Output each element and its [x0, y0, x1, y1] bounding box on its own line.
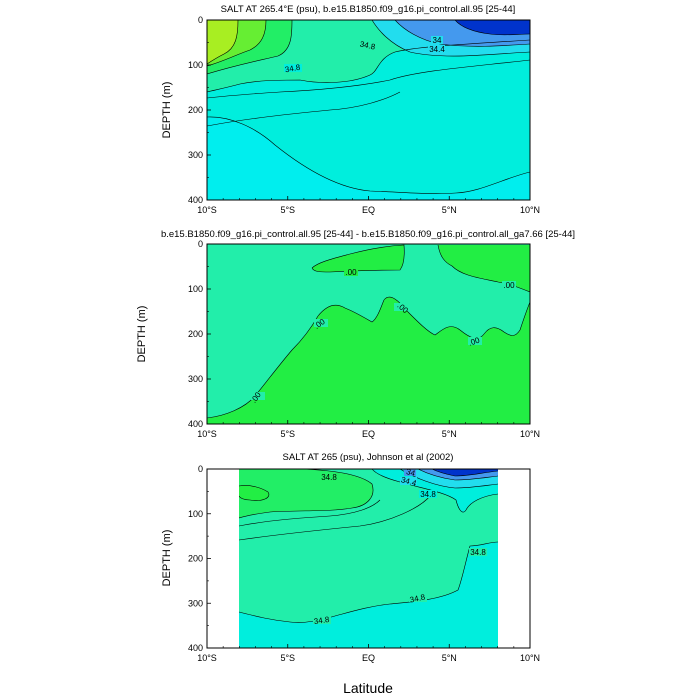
label-bg	[431, 36, 443, 44]
panel-2: b.e15.B1850.f09_g16.pi_control.all.95 [2…	[136, 229, 575, 439]
panel-3: SALT AT 265 (psu), Johnson et al (2002)	[161, 452, 540, 696]
contour-label: 34.8	[321, 473, 337, 482]
panel-2-ylabel: DEPTH (m)	[136, 306, 148, 363]
y-tick-label: 0	[198, 464, 203, 474]
x-tick-label: 5°N	[442, 205, 457, 215]
panel-1-xticks: 10°S 5°S EQ 5°N 10°N	[197, 196, 540, 215]
contour-label: 34	[433, 36, 442, 45]
fill-dark-blue	[432, 469, 498, 476]
y-tick-label: 200	[188, 105, 203, 115]
label-bg	[468, 337, 482, 345]
panel-3-yticks: 0 100 200 300 400	[188, 464, 211, 653]
x-tick-label: 10°N	[520, 653, 540, 663]
panel-3-title: SALT AT 265 (psu), Johnson et al (2002)	[283, 452, 454, 463]
fill-green	[239, 469, 374, 518]
label-bg	[469, 548, 487, 556]
x-tick-label: 5°N	[442, 429, 457, 439]
panel-2-title: b.e15.B1850.f09_g16.pi_control.all.95 [2…	[161, 229, 575, 240]
panel-3-contour-lines	[239, 469, 498, 623]
contour-label: 34	[405, 467, 416, 478]
contour-label: 34.8	[470, 548, 486, 557]
y-tick-label: 300	[188, 374, 203, 384]
panel-3-xticks: 10°S 5°S EQ 5°N 10°N	[197, 644, 540, 663]
panel-1-ylabel: DEPTH (m)	[161, 82, 173, 139]
fill-green-positive	[207, 297, 530, 424]
y-tick-label: 300	[188, 598, 203, 608]
y-tick-label: 400	[188, 643, 203, 653]
y-tick-label: 200	[188, 329, 203, 339]
contour-label: 34.8	[409, 592, 427, 604]
panel-1-title: SALT AT 265.4°E (psu), b.e15.B1850.f09_g…	[221, 4, 516, 15]
x-tick-label: 10°S	[197, 205, 217, 215]
contour-label: .00	[345, 268, 357, 277]
label-bg	[502, 281, 516, 289]
label-bg	[313, 616, 331, 624]
y-tick-label: 400	[188, 195, 203, 205]
panel-1-fills: 34 34.4 34.8 34.8	[207, 20, 530, 200]
x-axis-label: Latitude	[343, 680, 393, 696]
label-bg	[284, 64, 302, 72]
contour-label: .00	[503, 281, 515, 290]
y-tick-label: 200	[188, 554, 203, 564]
fill-green-dark	[239, 485, 269, 501]
label-bg	[400, 477, 417, 485]
panel-1: SALT AT 265.4°E (psu), b.e15.B1850.f09_g…	[161, 4, 540, 215]
x-tick-label: EQ	[362, 205, 375, 215]
label-bg	[394, 303, 408, 311]
x-tick-label: EQ	[362, 653, 375, 663]
contour-label: 34.8	[313, 615, 330, 626]
label-bg	[419, 490, 437, 498]
panel-3-fills: 34.8 34.4 34 34.8 34.8 34.8 34.8	[239, 467, 498, 648]
x-tick-label: 5°S	[280, 205, 295, 215]
x-tick-label: 10°S	[197, 653, 217, 663]
label-bg	[404, 469, 416, 476]
y-tick-label: 0	[198, 239, 203, 249]
y-tick-label: 100	[188, 284, 203, 294]
panel-2-fills: .00 .00 .00 .00 .00 .00	[207, 244, 530, 424]
fill-green-top-right	[438, 245, 530, 292]
contour-label: 34.8	[420, 490, 436, 499]
contour-label: .00	[467, 335, 481, 347]
x-tick-label: 10°S	[197, 429, 217, 439]
x-tick-label: EQ	[362, 429, 375, 439]
panel-2-xticks: 10°S 5°S EQ 5°N 10°N	[197, 420, 540, 439]
label-bg	[358, 41, 376, 49]
fill-dark-blue	[455, 20, 530, 35]
y-tick-label: 300	[188, 150, 203, 160]
x-tick-label: 5°S	[280, 653, 295, 663]
x-tick-label: 5°N	[442, 653, 457, 663]
label-bg	[344, 268, 358, 276]
panel-1-contour-lines	[207, 20, 530, 194]
y-tick-label: 400	[188, 419, 203, 429]
contour-label: 34.4	[429, 45, 445, 54]
label-bg	[320, 473, 338, 481]
x-tick-label: 10°N	[520, 205, 540, 215]
label-bg	[409, 594, 427, 602]
fill-green-top-left	[312, 245, 405, 272]
label-bg	[251, 392, 265, 400]
y-tick-label: 0	[198, 15, 203, 25]
contour-label: 34.8	[359, 40, 377, 52]
label-bg	[428, 45, 445, 53]
fill-lime	[207, 20, 238, 64]
panel-3-ylabel: DEPTH (m)	[161, 530, 173, 587]
y-tick-label: 100	[188, 60, 203, 70]
x-tick-label: 10°N	[520, 429, 540, 439]
x-tick-label: 5°S	[280, 429, 295, 439]
contour-label: 34.8	[284, 63, 301, 75]
panel-2-yticks: 0 100 200 300 400	[188, 239, 211, 429]
label-bg	[314, 319, 328, 327]
panel-1-yticks: 0 100 200 300 400	[188, 15, 211, 205]
contour-label: 34.4	[400, 475, 418, 488]
y-tick-label: 100	[188, 509, 203, 519]
